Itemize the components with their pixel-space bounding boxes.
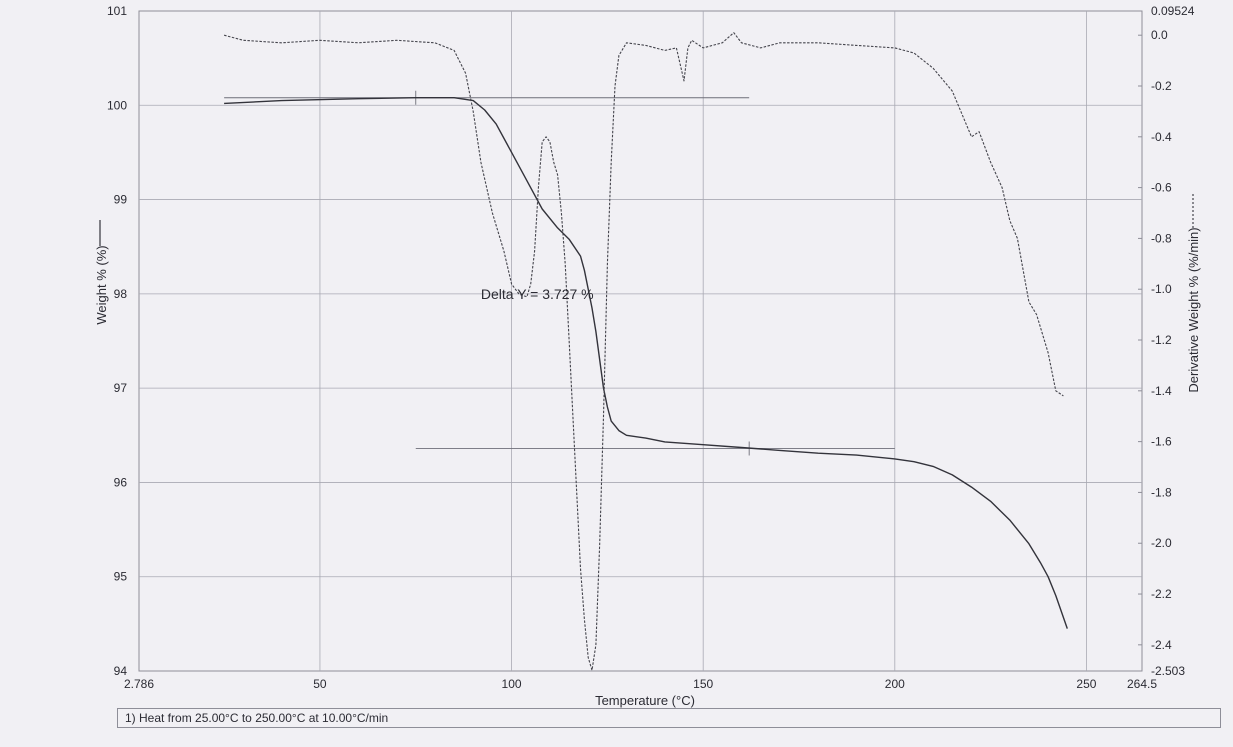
y2-axis-title: Derivative Weight % (%/min) bbox=[1186, 227, 1201, 392]
series-group bbox=[223, 32, 1068, 671]
y2-tick-label: -2.503 bbox=[1151, 664, 1185, 678]
y2-tick-label: -1.6 bbox=[1151, 435, 1172, 449]
y2-tick-label: -2.4 bbox=[1151, 638, 1172, 652]
y2-tick-label: -2.2 bbox=[1151, 587, 1172, 601]
delta-y-annotation: Delta Y = 3.727 % bbox=[481, 286, 594, 302]
y-tick-label: 97 bbox=[114, 381, 128, 395]
method-footer: 1) Heat from 25.00°C to 250.00°C at 10.0… bbox=[117, 708, 1221, 728]
y2-axis-title-group: Derivative Weight % (%/min) bbox=[1186, 227, 1201, 392]
y-tick-label: 94 bbox=[114, 664, 128, 678]
reference-lines bbox=[224, 90, 895, 456]
weight-line bbox=[224, 97, 1068, 629]
method-footer-text: 1) Heat from 25.00°C to 250.00°C at 10.0… bbox=[125, 711, 389, 725]
x-tick-label: 200 bbox=[885, 677, 905, 691]
x-tick-labels: 2.786 50 100 150 200 250 264.5 bbox=[124, 677, 1157, 691]
y-tick-label: 95 bbox=[114, 570, 128, 584]
x-tick-label: 2.786 bbox=[124, 677, 154, 691]
y2-tick-label: -0.4 bbox=[1151, 130, 1172, 144]
y-tick-label: 98 bbox=[114, 287, 128, 301]
x-tick-label: 100 bbox=[502, 677, 522, 691]
y-tick-label: 101 bbox=[107, 4, 127, 18]
y2-tick-label: -1.8 bbox=[1151, 485, 1172, 499]
x-tick-label: 264.5 bbox=[1127, 677, 1157, 691]
y2-tick-label: -0.6 bbox=[1151, 181, 1172, 195]
y-tick-label: 100 bbox=[107, 98, 127, 112]
plot-frame bbox=[138, 10, 1143, 672]
y2-tick-label: -0.8 bbox=[1151, 231, 1172, 245]
x-tick-label: 150 bbox=[693, 677, 713, 691]
y2-tick-label: -1.0 bbox=[1151, 282, 1172, 296]
y-tick-label: 99 bbox=[114, 193, 128, 207]
y2-tick-labels: -2.503 -2.4 -2.2 -2.0 -1.8 -1.6 -1.4 -1.2 -1.0 -0… bbox=[1151, 4, 1195, 678]
x-tick-label: 250 bbox=[1076, 677, 1096, 691]
derivative-weight-line bbox=[223, 32, 1064, 671]
y-axis-title-group: Weight % (%) bbox=[94, 245, 109, 324]
x-axis-title: Temperature (°C) bbox=[595, 693, 695, 708]
y2-tick-label: -1.4 bbox=[1151, 384, 1172, 398]
y2-tick-label: 0.09524 bbox=[1151, 4, 1195, 18]
y2-tick-label: -2.0 bbox=[1151, 536, 1172, 550]
x-tick-label: 50 bbox=[313, 677, 327, 691]
y2-tick-label: 0.0 bbox=[1151, 28, 1168, 42]
gridlines bbox=[139, 10, 1142, 672]
y-axis-title: Weight % (%) bbox=[94, 245, 109, 324]
y2-tick-label: -0.2 bbox=[1151, 79, 1172, 93]
y-tick-label: 96 bbox=[114, 475, 128, 489]
y-tick-labels: 94 95 96 97 98 99 100 101 bbox=[107, 4, 127, 678]
y2-tick-label: -1.2 bbox=[1151, 333, 1172, 347]
